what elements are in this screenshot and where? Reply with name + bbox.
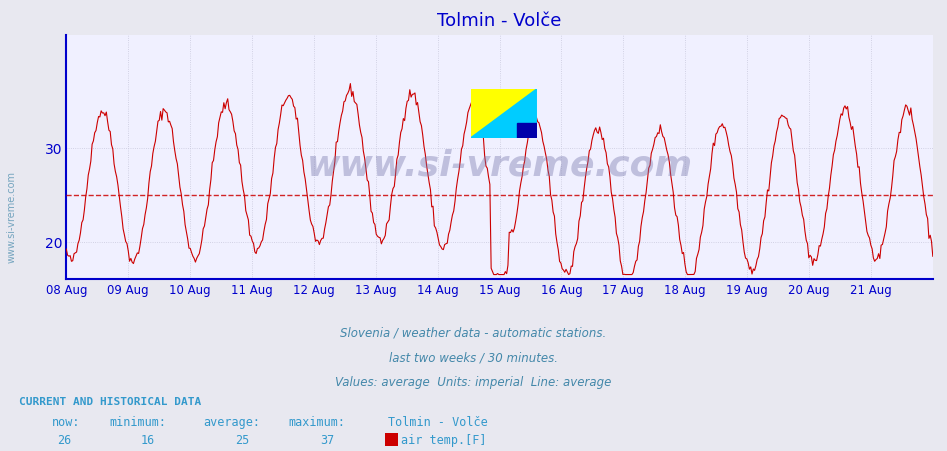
Text: now:: now:: [52, 415, 80, 428]
Text: CURRENT AND HISTORICAL DATA: CURRENT AND HISTORICAL DATA: [19, 396, 201, 405]
Text: 37: 37: [320, 433, 334, 446]
Text: www.si-vreme.com: www.si-vreme.com: [7, 170, 16, 262]
Text: 26: 26: [57, 433, 71, 446]
Text: maximum:: maximum:: [289, 415, 346, 428]
Text: 25: 25: [235, 433, 249, 446]
Title: Tolmin - Volče: Tolmin - Volče: [438, 13, 562, 30]
Text: average:: average:: [204, 415, 260, 428]
Text: minimum:: minimum:: [109, 415, 166, 428]
Text: 16: 16: [140, 433, 154, 446]
Text: air temp.[F]: air temp.[F]: [401, 433, 486, 446]
Text: Values: average  Units: imperial  Line: average: Values: average Units: imperial Line: av…: [335, 376, 612, 389]
Text: www.si-vreme.com: www.si-vreme.com: [307, 148, 692, 182]
Text: Tolmin - Volče: Tolmin - Volče: [388, 415, 488, 428]
Text: last two weeks / 30 minutes.: last two weeks / 30 minutes.: [389, 351, 558, 364]
Text: Slovenia / weather data - automatic stations.: Slovenia / weather data - automatic stat…: [340, 326, 607, 339]
